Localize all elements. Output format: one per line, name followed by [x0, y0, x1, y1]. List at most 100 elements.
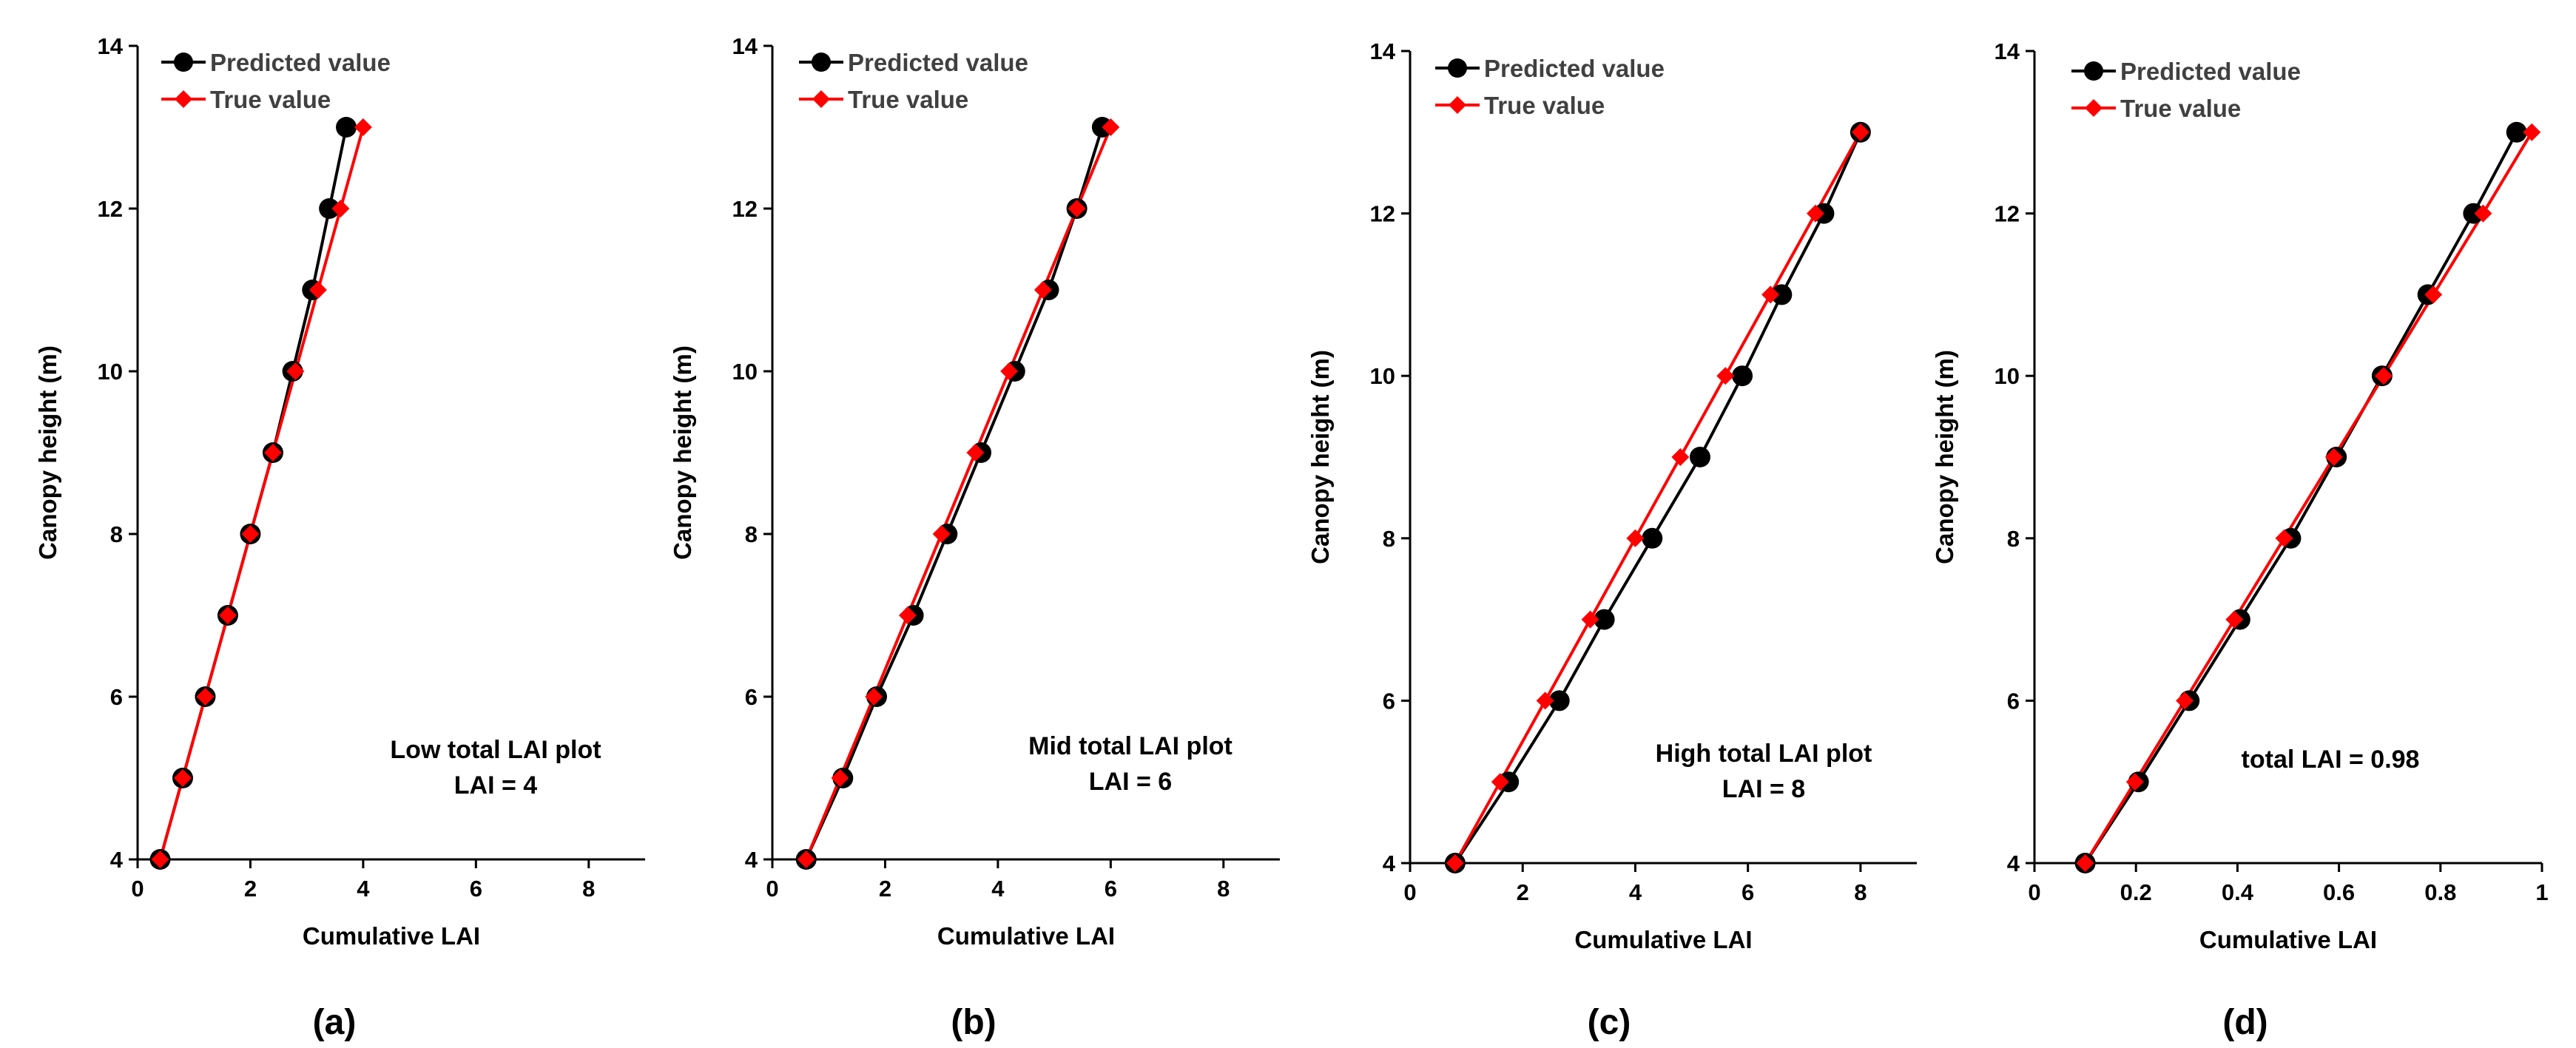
legend-marker — [812, 90, 830, 108]
y-tick-label: 8 — [2007, 526, 2020, 552]
y-tick-label: 4 — [745, 847, 758, 873]
true-point — [2324, 448, 2343, 466]
y-tick-label: 10 — [98, 359, 123, 385]
x-axis-title: Cumulative LAI — [303, 922, 480, 950]
true-point — [1102, 118, 1120, 136]
x-tick-label: 4 — [1629, 879, 1642, 905]
series-line-true — [1454, 131, 1862, 864]
annotation-text: LAI = 8 — [1722, 775, 1805, 803]
true-point — [898, 606, 917, 624]
y-tick-label: 8 — [1383, 526, 1395, 552]
true-point — [2374, 367, 2393, 385]
true-point — [865, 688, 883, 706]
true-point — [218, 606, 237, 624]
predicted-point — [1594, 609, 1615, 630]
true-point — [263, 444, 282, 462]
series-line-predicted — [158, 126, 348, 860]
y-axis-title: Canopy height (m) — [1931, 350, 1958, 564]
legend-marker — [175, 90, 192, 108]
true-point — [308, 281, 327, 299]
panel-d: 4 6 8 10 12 14 0 0.2 0.4 0.6 0.8 1 Cumulative LAI Can… — [1931, 38, 2549, 1042]
true-point — [2523, 123, 2541, 141]
series-line-predicted — [804, 126, 1104, 860]
predicted-point — [2506, 121, 2527, 143]
y-tick-label: 6 — [745, 684, 758, 710]
x-axis-title: Cumulative LAI — [2199, 926, 2377, 953]
true-point — [831, 769, 849, 787]
legend-marker — [1448, 58, 1467, 78]
annotation-text: Mid total LAI plot — [1028, 732, 1233, 760]
true-point — [241, 525, 260, 543]
true-point — [1807, 204, 1824, 223]
y-tick-label: 10 — [1995, 363, 2020, 389]
x-tick-label: 0.8 — [2424, 879, 2456, 905]
true-point — [2424, 285, 2443, 304]
x-tick-label: 0 — [131, 876, 144, 902]
predicted-point — [319, 198, 340, 219]
x-tick-label: 2 — [244, 876, 257, 902]
legend-label: Predicted value — [2120, 58, 2301, 85]
legend-label: True value — [2120, 95, 2241, 122]
true-point — [2125, 773, 2144, 791]
annotation-text: High total LAI plot — [1656, 740, 1872, 768]
true-point — [1000, 362, 1019, 380]
x-tick-label: 0.4 — [2222, 879, 2254, 905]
x-tick-label: 0 — [1403, 879, 1416, 905]
legend-label: Predicted value — [1484, 55, 1665, 82]
x-tick-label: 8 — [1854, 879, 1867, 905]
y-tick-label: 12 — [1995, 201, 2020, 227]
panel-label: (a) — [313, 1003, 357, 1042]
true-point — [1446, 854, 1464, 872]
legend-label: Predicted value — [210, 49, 391, 76]
panel-c: 4 6 8 10 12 14 0 2 4 6 8 Cumulative LAI Canopy heigh… — [1306, 38, 1917, 1042]
predicted-point — [336, 117, 357, 138]
y-tick-label: 10 — [1370, 363, 1395, 389]
true-point — [286, 362, 305, 380]
predicted-point — [1548, 690, 1570, 711]
panel-b: 4 6 8 10 12 14 0 2 4 6 8 Cumulative LAI Canopy heigh… — [669, 33, 1280, 1042]
x-axis-title: Cumulative LAI — [937, 922, 1115, 950]
true-point — [1581, 610, 1599, 629]
true-point — [354, 118, 372, 136]
true-point — [1761, 285, 1780, 304]
y-tick-label: 8 — [745, 521, 758, 547]
y-tick-label: 12 — [98, 196, 123, 222]
true-point — [1851, 123, 1869, 141]
series-line-predicted — [1454, 131, 1862, 865]
x-tick-label: 0.6 — [2323, 879, 2355, 905]
y-tick-label: 12 — [732, 196, 758, 222]
x-tick-label: 4 — [357, 876, 370, 902]
legend-marker — [2084, 61, 2103, 81]
x-tick-label: 0 — [766, 876, 778, 902]
legend-marker — [812, 53, 831, 72]
legend-label: True value — [1484, 92, 1605, 119]
x-tick-label: 1 — [2535, 879, 2548, 905]
y-tick-label: 6 — [110, 684, 123, 710]
y-tick-label: 4 — [2007, 851, 2020, 876]
legend-marker — [2085, 99, 2103, 117]
true-point — [1491, 773, 1509, 791]
annotation-text: Low total LAI plot — [390, 736, 601, 764]
predicted-point — [1689, 447, 1710, 467]
x-tick-label: 8 — [1217, 876, 1230, 902]
true-point — [932, 525, 951, 543]
x-tick-label: 0.2 — [2120, 879, 2152, 905]
true-point — [1068, 200, 1086, 217]
y-tick-label: 12 — [1370, 201, 1395, 227]
y-tick-label: 4 — [1383, 851, 1396, 876]
x-tick-label: 8 — [582, 876, 595, 902]
x-tick-label: 6 — [470, 876, 482, 902]
legend-label: True value — [210, 86, 331, 113]
series-line-true — [804, 126, 1113, 860]
y-tick-label: 4 — [110, 847, 124, 873]
y-axis-title: Canopy height (m) — [669, 345, 696, 560]
x-axis-title: Cumulative LAI — [1574, 926, 1752, 953]
series-line-true — [2083, 131, 2534, 865]
true-point — [1536, 692, 1554, 710]
true-point — [1716, 367, 1735, 385]
true-point — [797, 851, 815, 868]
true-point — [2225, 610, 2244, 629]
true-point — [966, 444, 985, 462]
y-tick-label: 10 — [732, 359, 758, 385]
true-point — [2176, 692, 2194, 710]
